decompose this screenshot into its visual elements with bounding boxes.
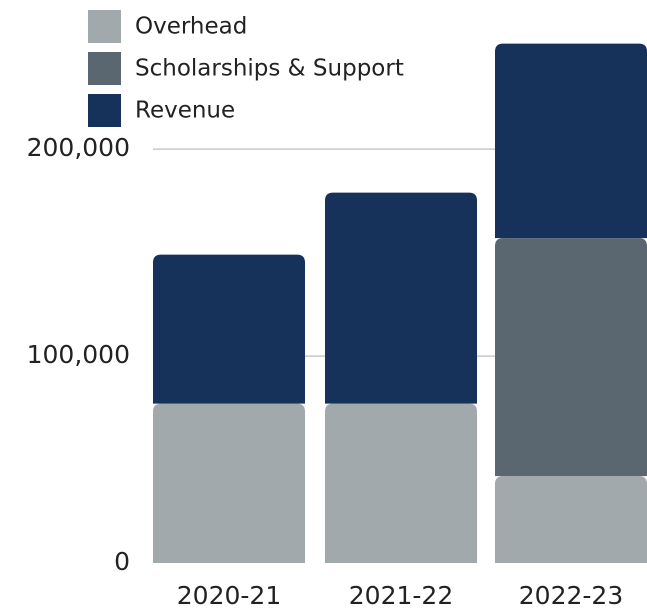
legend-label: Overhead bbox=[135, 14, 247, 40]
legend-label: Scholarships & Support bbox=[135, 56, 404, 82]
bar-segment bbox=[325, 403, 477, 563]
bar-segment bbox=[153, 403, 305, 563]
y-tick-label: 200,000 bbox=[27, 133, 130, 162]
y-tick-label: 0 bbox=[114, 547, 130, 576]
bar-segment bbox=[495, 238, 647, 477]
x-tick-label: 2021-22 bbox=[349, 581, 453, 610]
y-tick-label: 100,000 bbox=[27, 340, 130, 369]
bar-segment bbox=[495, 476, 647, 563]
legend-swatch bbox=[88, 10, 121, 43]
x-tick-label: 2020-21 bbox=[177, 581, 281, 610]
bar-segment bbox=[325, 192, 477, 404]
legend-swatch bbox=[88, 94, 121, 127]
legend-swatch bbox=[88, 52, 121, 85]
bar-segment bbox=[153, 254, 305, 404]
bar-segment bbox=[495, 43, 647, 239]
x-tick-label: 2022-23 bbox=[519, 581, 623, 610]
legend-label: Revenue bbox=[135, 98, 235, 124]
